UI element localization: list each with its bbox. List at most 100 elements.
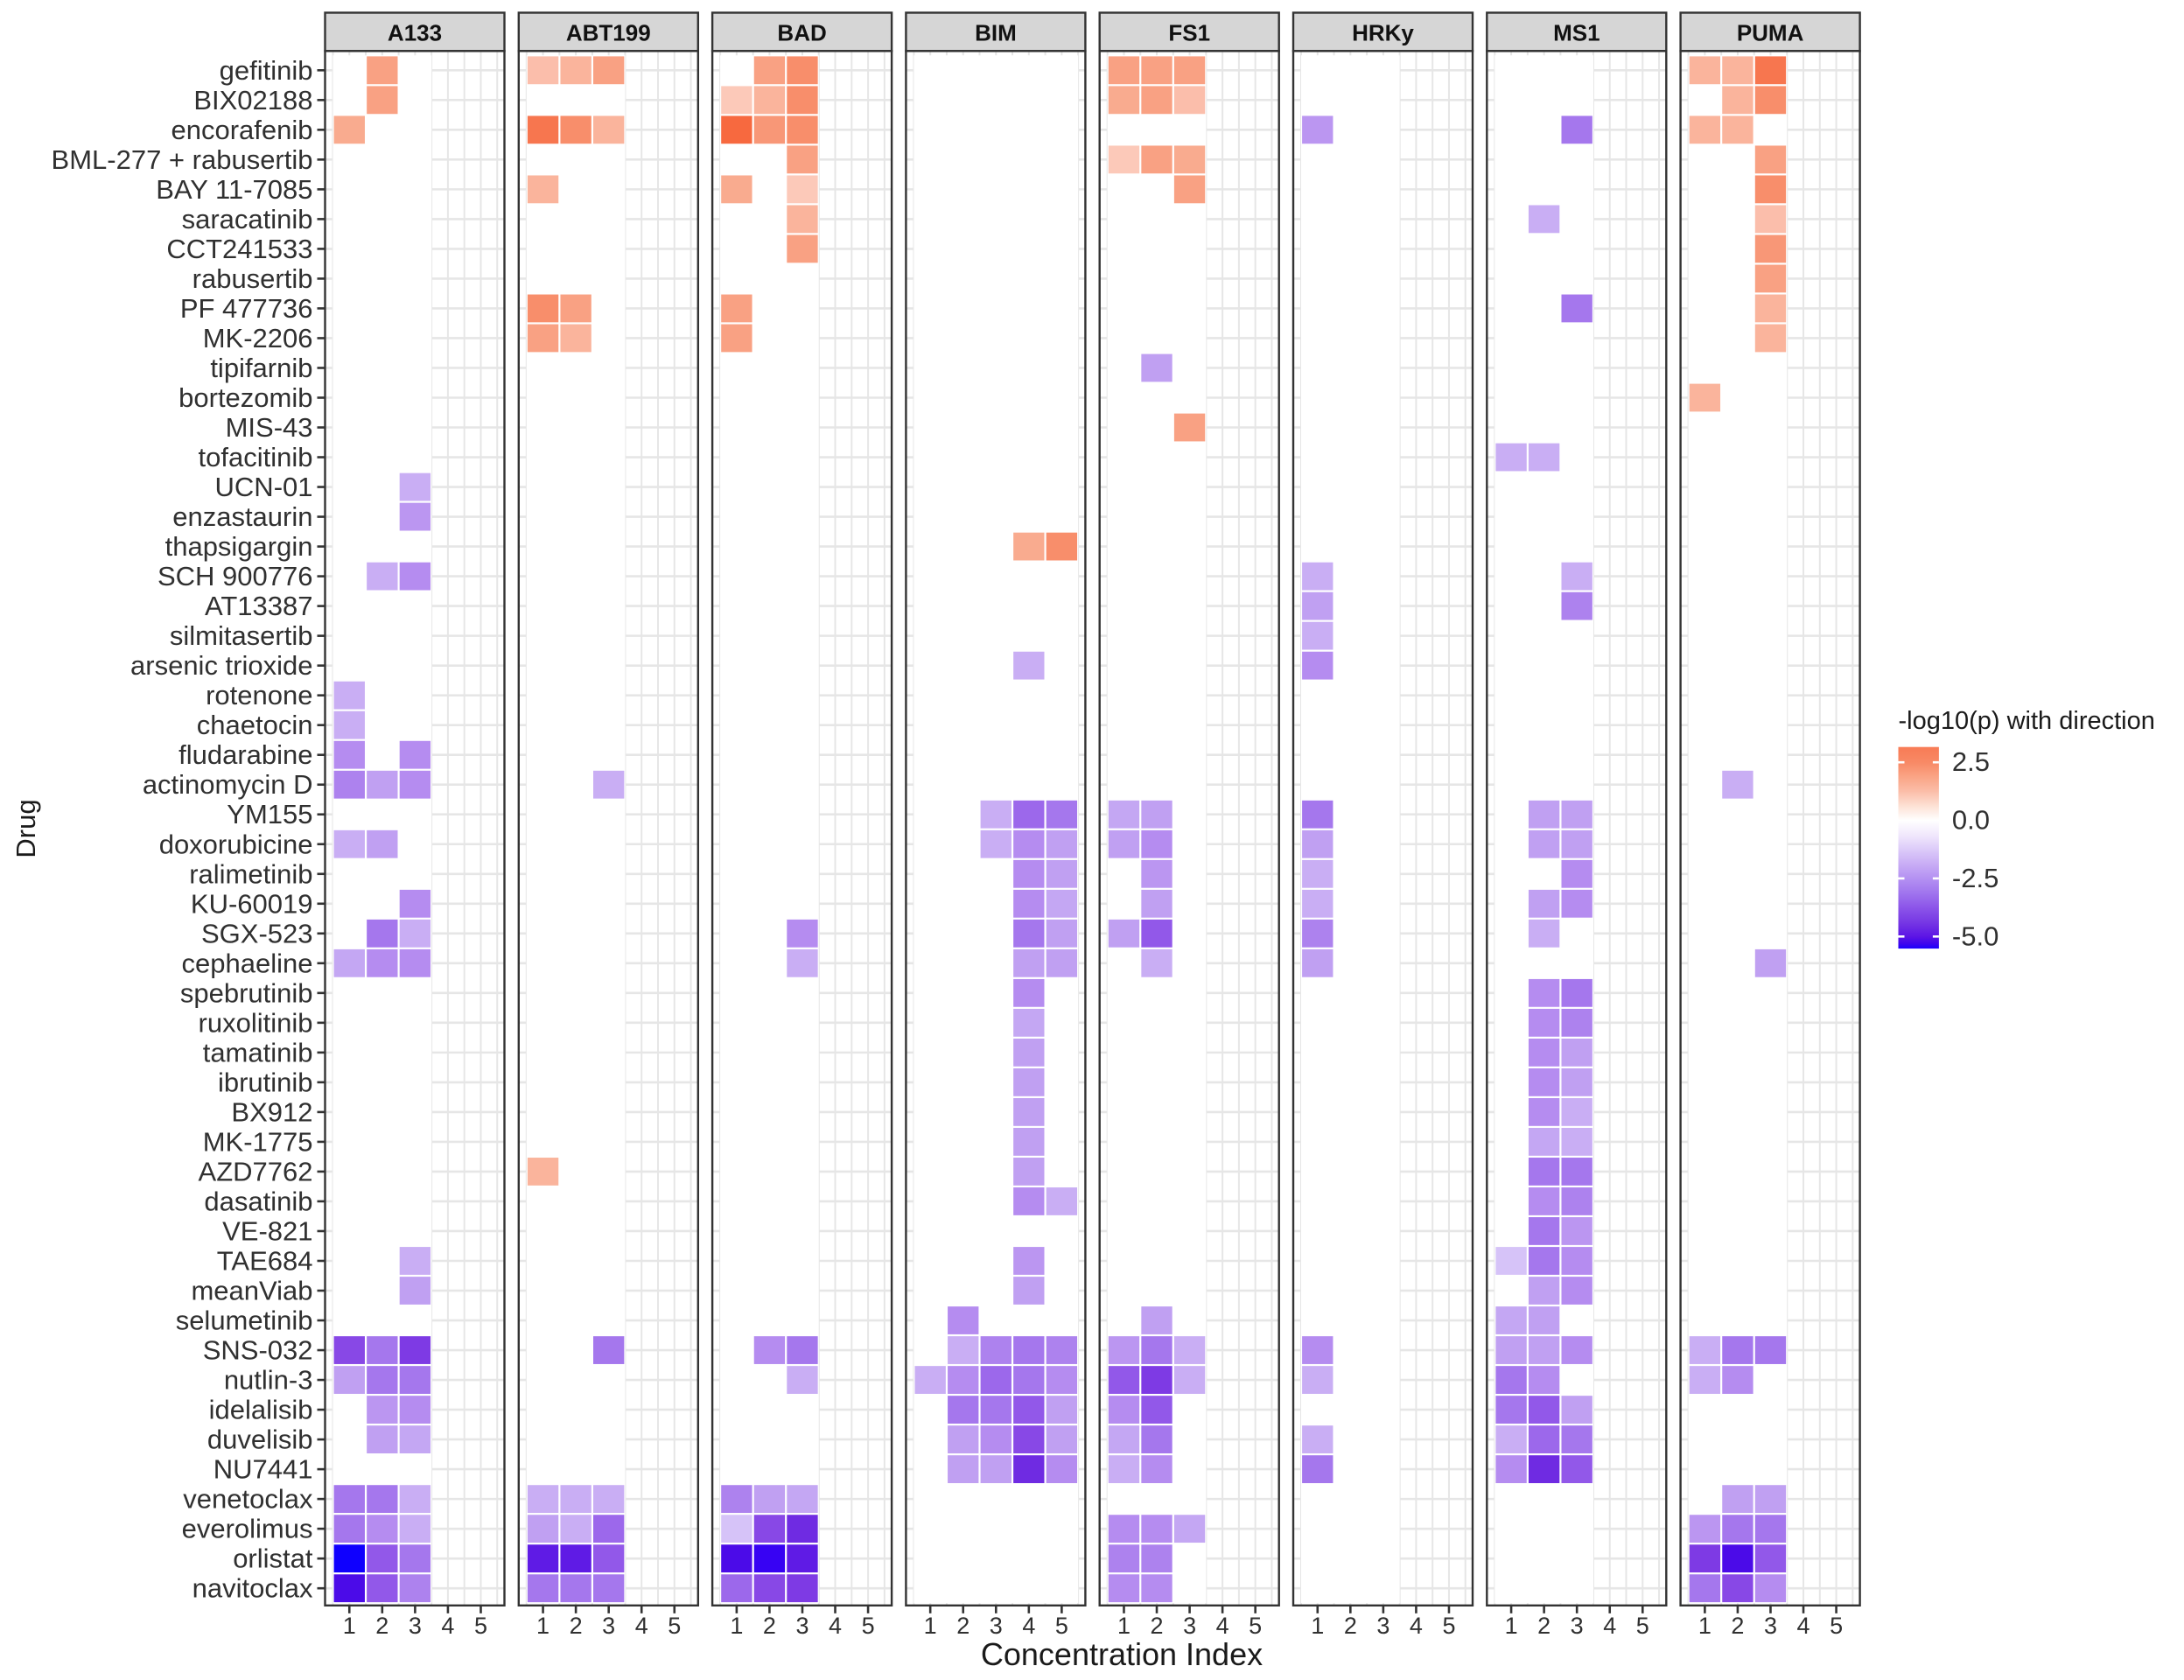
- svg-text:AZD7762: AZD7762: [199, 1156, 313, 1186]
- svg-text:3: 3: [602, 1613, 615, 1639]
- svg-text:BX912: BX912: [231, 1096, 312, 1127]
- svg-text:FS1: FS1: [1168, 19, 1210, 46]
- svg-text:tipifarnib: tipifarnib: [210, 353, 312, 383]
- svg-text:2.5: 2.5: [1952, 746, 1990, 777]
- svg-text:gefitinib: gefitinib: [220, 55, 313, 86]
- svg-text:3: 3: [1183, 1613, 1196, 1639]
- svg-text:1: 1: [1311, 1613, 1324, 1639]
- svg-text:0.0: 0.0: [1952, 805, 1990, 836]
- svg-text:4: 4: [1797, 1613, 1810, 1639]
- svg-text:3: 3: [1376, 1613, 1390, 1639]
- svg-text:tofacitinib: tofacitinib: [199, 442, 313, 472]
- svg-text:-5.0: -5.0: [1952, 920, 1998, 951]
- svg-text:5: 5: [1249, 1613, 1262, 1639]
- svg-text:4: 4: [1022, 1613, 1035, 1639]
- svg-text:dasatinib: dasatinib: [204, 1186, 312, 1216]
- svg-text:rotenone: rotenone: [206, 680, 312, 710]
- svg-text:1: 1: [1505, 1613, 1518, 1639]
- svg-text:VE-821: VE-821: [222, 1215, 312, 1246]
- svg-text:selumetinib: selumetinib: [176, 1306, 313, 1336]
- svg-text:4: 4: [1603, 1613, 1616, 1639]
- svg-text:5: 5: [1830, 1613, 1843, 1639]
- svg-text:2: 2: [1537, 1613, 1550, 1639]
- svg-text:CCT241533: CCT241533: [166, 234, 312, 264]
- svg-text:rabusertib: rabusertib: [192, 263, 313, 294]
- svg-text:navitoclax: navitoclax: [192, 1573, 313, 1604]
- svg-text:duvelisib: duvelisib: [207, 1424, 313, 1455]
- svg-text:-2.5: -2.5: [1952, 863, 1998, 893]
- svg-text:3: 3: [990, 1613, 1003, 1639]
- svg-text:Drug: Drug: [10, 799, 41, 858]
- svg-text:BML-277 + rabusertib: BML-277 + rabusertib: [52, 144, 313, 175]
- svg-text:5: 5: [1055, 1613, 1068, 1639]
- svg-text:4: 4: [1410, 1613, 1423, 1639]
- svg-text:1: 1: [536, 1613, 550, 1639]
- svg-text:2: 2: [1731, 1613, 1744, 1639]
- svg-text:YM155: YM155: [227, 799, 312, 830]
- svg-text:enzastaurin: enzastaurin: [172, 501, 312, 532]
- svg-text:UCN-01: UCN-01: [215, 472, 313, 502]
- svg-text:4: 4: [1216, 1613, 1229, 1639]
- svg-text:5: 5: [474, 1613, 487, 1639]
- svg-text:4: 4: [635, 1613, 648, 1639]
- svg-text:ABT199: ABT199: [566, 19, 651, 46]
- svg-text:AT13387: AT13387: [205, 591, 313, 621]
- svg-text:bortezomib: bortezomib: [178, 382, 312, 413]
- svg-text:PF 477736: PF 477736: [180, 293, 313, 324]
- svg-text:-log10(p) with direction: -log10(p) with direction: [1899, 707, 2155, 735]
- svg-text:1: 1: [343, 1613, 356, 1639]
- svg-text:MIS-43: MIS-43: [226, 412, 313, 443]
- svg-text:BAY 11-7085: BAY 11-7085: [156, 174, 312, 205]
- svg-text:ruxolitinib: ruxolitinib: [199, 1007, 313, 1038]
- svg-text:3: 3: [409, 1613, 422, 1639]
- svg-text:ibrutinib: ibrutinib: [218, 1067, 313, 1097]
- svg-text:BIX02188: BIX02188: [193, 85, 312, 116]
- svg-text:1: 1: [1698, 1613, 1712, 1639]
- svg-text:cephaeline: cephaeline: [182, 948, 313, 978]
- svg-text:venetoclax: venetoclax: [183, 1484, 313, 1515]
- svg-text:KU-60019: KU-60019: [191, 888, 313, 919]
- svg-text:tamatinib: tamatinib: [203, 1037, 313, 1068]
- svg-text:2: 2: [570, 1613, 583, 1639]
- svg-text:MS1: MS1: [1553, 19, 1600, 46]
- svg-text:MK-2206: MK-2206: [203, 323, 313, 354]
- svg-text:NU7441: NU7441: [214, 1454, 313, 1485]
- svg-text:5: 5: [1636, 1613, 1649, 1639]
- svg-text:idelalisib: idelalisib: [209, 1395, 313, 1425]
- svg-text:3: 3: [1764, 1613, 1777, 1639]
- svg-text:4: 4: [441, 1613, 454, 1639]
- svg-text:chaetocin: chaetocin: [197, 710, 313, 740]
- svg-text:BAD: BAD: [777, 19, 826, 46]
- svg-text:actinomycin D: actinomycin D: [143, 769, 313, 800]
- svg-text:2: 2: [763, 1613, 776, 1639]
- svg-text:1: 1: [1117, 1613, 1130, 1639]
- svg-text:fludarabine: fludarabine: [178, 739, 312, 770]
- svg-text:arsenic trioxide: arsenic trioxide: [130, 650, 312, 681]
- svg-text:5: 5: [862, 1613, 875, 1639]
- svg-text:silmitasertib: silmitasertib: [170, 620, 313, 651]
- svg-text:2: 2: [1344, 1613, 1357, 1639]
- svg-text:5: 5: [668, 1613, 681, 1639]
- svg-text:2: 2: [1151, 1613, 1164, 1639]
- svg-text:5: 5: [1442, 1613, 1455, 1639]
- svg-text:TAE684: TAE684: [217, 1245, 313, 1276]
- svg-text:BIM: BIM: [975, 19, 1017, 46]
- svg-text:ralimetinib: ralimetinib: [189, 858, 312, 889]
- svg-text:Concentration Index: Concentration Index: [981, 1636, 1263, 1672]
- svg-text:3: 3: [1571, 1613, 1584, 1639]
- svg-text:encorafenib: encorafenib: [171, 115, 312, 145]
- svg-text:3: 3: [795, 1613, 808, 1639]
- svg-text:doxorubicine: doxorubicine: [159, 829, 313, 859]
- svg-text:A133: A133: [388, 19, 442, 46]
- svg-text:1: 1: [730, 1613, 743, 1639]
- svg-text:4: 4: [829, 1613, 842, 1639]
- svg-text:orlistat: orlistat: [233, 1544, 313, 1574]
- svg-text:HRKy: HRKy: [1352, 19, 1414, 46]
- svg-text:nutlin-3: nutlin-3: [224, 1365, 313, 1396]
- svg-text:SGX-523: SGX-523: [201, 918, 313, 948]
- svg-text:meanViab: meanViab: [191, 1276, 312, 1306]
- svg-text:saracatinib: saracatinib: [182, 204, 313, 234]
- svg-text:2: 2: [375, 1613, 388, 1639]
- svg-text:MK-1775: MK-1775: [203, 1126, 313, 1157]
- svg-text:PUMA: PUMA: [1737, 19, 1804, 46]
